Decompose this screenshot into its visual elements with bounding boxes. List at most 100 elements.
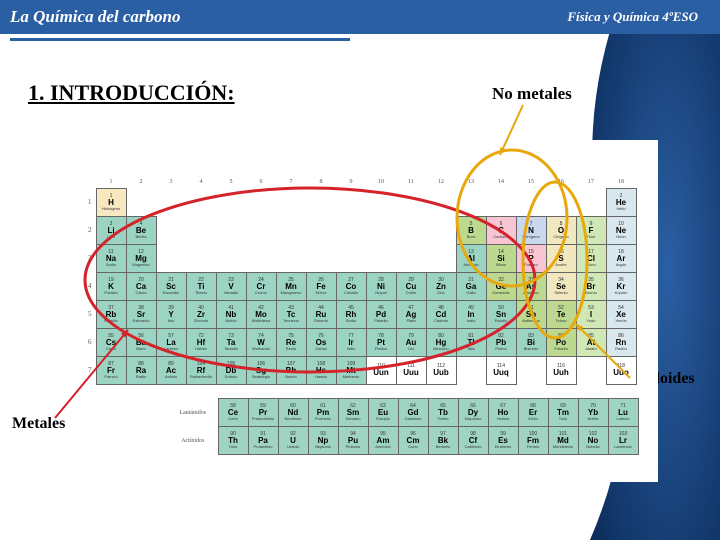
element-cell: 76OsOsmio xyxy=(306,328,336,356)
element-cell: 98CfCalifornio xyxy=(458,427,488,455)
element-cell: 43TcTecnecio xyxy=(276,300,306,328)
element-cell: 8OOxígeno xyxy=(546,216,576,244)
element-cell: 67HoHolmio xyxy=(488,399,518,427)
element-cell: 49InIndio xyxy=(456,300,486,328)
element-cell: 75ReRenio xyxy=(276,328,306,356)
element-cell: 16SAzufre xyxy=(546,244,576,272)
element-cell: 51SbAntimonio xyxy=(516,300,546,328)
element-cell: 5BBoro xyxy=(456,216,486,244)
element-cell: 83BiBismuto xyxy=(516,328,546,356)
element-cell: 32GeGermanio xyxy=(486,272,516,300)
element-cell: 105DbDubnio xyxy=(216,356,246,384)
element-cell: 44RuRutenio xyxy=(306,300,336,328)
element-cell: 6CCarbono xyxy=(486,216,516,244)
element-cell: 28NiNíquel xyxy=(366,272,396,300)
element-cell: 94PuPlutonio xyxy=(338,427,368,455)
element-cell: 52TeTeluro xyxy=(546,300,576,328)
element-cell: 11NaSodio xyxy=(96,244,126,272)
element-cell: 7NNitrógeno xyxy=(516,216,546,244)
element-cell: 80HgMercurio xyxy=(426,328,456,356)
element-cell: 111Uuu xyxy=(396,356,426,384)
element-cell: 59PrPraseodimio xyxy=(248,399,278,427)
element-cell: 14SiSilicio xyxy=(486,244,516,272)
element-cell: 77IrIridio xyxy=(336,328,366,356)
element-cell: 41NbNiobio xyxy=(216,300,246,328)
element-cell: 46PdPaladio xyxy=(366,300,396,328)
element-cell: 86RnRadón xyxy=(606,328,636,356)
element-cell: 70YbIterbio xyxy=(578,399,608,427)
element-cell: 64GdGadolinio xyxy=(398,399,428,427)
element-cell: 56BaBario xyxy=(126,328,156,356)
element-cell: 95AmAmericio xyxy=(368,427,398,455)
element-cell: 104RfRutherfordio xyxy=(186,356,216,384)
element-cell: 93NpNeptunio xyxy=(308,427,338,455)
element-cell: 92UUranio xyxy=(278,427,308,455)
header-underline xyxy=(10,38,350,41)
element-cell: 114Uuq xyxy=(486,356,516,384)
element-cell: 9FFlúor xyxy=(576,216,606,244)
element-cell: 13AlAluminio xyxy=(456,244,486,272)
element-cell: 72HfHafnio xyxy=(186,328,216,356)
element-cell: 89AcActinio xyxy=(156,356,186,384)
header-title-left: La Química del carbono xyxy=(10,7,180,27)
element-cell: 112Uub xyxy=(426,356,456,384)
element-cell: 39YItrio xyxy=(156,300,186,328)
element-cell: 20CaCalcio xyxy=(126,272,156,300)
element-cell: 73TaTantalio xyxy=(216,328,246,356)
element-cell: 4BeBerilio xyxy=(126,216,156,244)
element-cell: 68ErErbio xyxy=(518,399,548,427)
periodic-table: 12345678910111213141516171811HHidrógeno2… xyxy=(78,140,658,482)
element-cell: 55CsCesio xyxy=(96,328,126,356)
element-cell: 90ThTorio xyxy=(218,427,248,455)
element-cell: 69TmTulio xyxy=(548,399,578,427)
header-title-right: Física y Química 4ºESO xyxy=(567,9,698,25)
element-cell: 3LiLitio xyxy=(96,216,126,244)
element-cell: 31GaGalio xyxy=(456,272,486,300)
element-cell: 108HsHassio xyxy=(306,356,336,384)
element-cell: 97BkBerkelio xyxy=(428,427,458,455)
label-metales: Metales xyxy=(12,415,65,433)
element-cell: 65TbTerbio xyxy=(428,399,458,427)
element-cell: 42MoMolibdeno xyxy=(246,300,276,328)
element-cell: 85AtAstato xyxy=(576,328,606,356)
element-cell: 106SgSeaborgio xyxy=(246,356,276,384)
element-cell: 62SmSamario xyxy=(338,399,368,427)
periodic-table-main: 12345678910111213141516171811HHidrógeno2… xyxy=(84,176,637,385)
element-cell: 66DyDisprosio xyxy=(458,399,488,427)
element-cell: 2HeHelio xyxy=(606,188,636,216)
element-cell: 63EuEuropio xyxy=(368,399,398,427)
element-cell: 15PFósforo xyxy=(516,244,546,272)
element-cell: 54XeXenón xyxy=(606,300,636,328)
element-cell: 102NoNobelio xyxy=(578,427,608,455)
element-cell: 17ClCloro xyxy=(576,244,606,272)
element-cell: 33AsArsénico xyxy=(516,272,546,300)
element-cell: 36KrKriptón xyxy=(606,272,636,300)
element-cell: 74WWolframio xyxy=(246,328,276,356)
element-cell: 1HHidrógeno xyxy=(96,188,126,216)
element-cell: 88RaRadio xyxy=(126,356,156,384)
element-cell: 78PtPlatino xyxy=(366,328,396,356)
element-cell: 107BhBohrio xyxy=(276,356,306,384)
element-cell: 19KPotasio xyxy=(96,272,126,300)
element-cell: 24CrCromo xyxy=(246,272,276,300)
element-cell: 10NeNeón xyxy=(606,216,636,244)
element-cell: 101MdMendelevio xyxy=(548,427,578,455)
element-cell: 38SrEstroncio xyxy=(126,300,156,328)
element-cell: 118Uuo xyxy=(606,356,636,384)
element-cell: 81TlTalio xyxy=(456,328,486,356)
element-cell: 12MgMagnesio xyxy=(126,244,156,272)
element-cell: 116Uuh xyxy=(546,356,576,384)
header-bar: La Química del carbono Física y Química … xyxy=(0,0,720,34)
element-cell: 47AgPlata xyxy=(396,300,426,328)
element-cell: 21ScEscandio xyxy=(156,272,186,300)
element-cell: 26FeHierro xyxy=(306,272,336,300)
section-title: 1. INTRODUCCIÓN: xyxy=(28,80,235,106)
element-cell: 18ArArgón xyxy=(606,244,636,272)
element-cell: 61PmPrometio xyxy=(308,399,338,427)
element-cell: 53IYodo xyxy=(576,300,606,328)
periodic-table-lanthanides: Lantánidos58CeCerio59PrPraseodimio60NdNe… xyxy=(168,398,639,455)
element-cell: 22TiTitanio xyxy=(186,272,216,300)
element-cell: 23VVanadio xyxy=(216,272,246,300)
element-cell: 37RbRubidio xyxy=(96,300,126,328)
element-cell: 25MnManganeso xyxy=(276,272,306,300)
